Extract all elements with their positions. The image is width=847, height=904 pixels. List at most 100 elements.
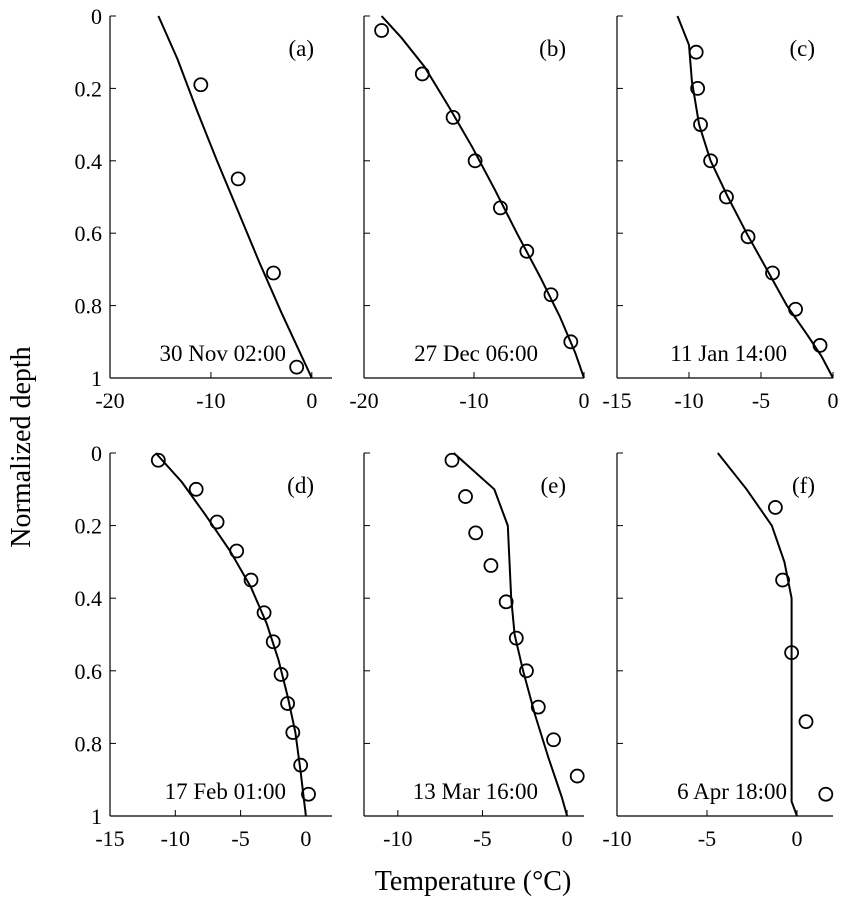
observation-marker bbox=[289, 359, 305, 375]
x-tick-label: 0 bbox=[300, 826, 311, 851]
observation-marker bbox=[818, 786, 834, 802]
observation-marker bbox=[467, 153, 483, 169]
observation-marker bbox=[265, 634, 281, 650]
y-axis-label: Normalized depth bbox=[6, 346, 37, 547]
y-tick-label: 0.2 bbox=[75, 76, 103, 101]
panel-timestamp: 17 Feb 01:00 bbox=[165, 779, 286, 804]
x-tick-label: -10 bbox=[383, 826, 412, 851]
y-tick-label: 0.6 bbox=[75, 659, 103, 684]
x-tick-label: -10 bbox=[459, 388, 488, 413]
y-tick-label: 0 bbox=[91, 441, 102, 466]
x-axis-label: Temperature (°C) bbox=[375, 866, 572, 897]
panel-4: 0 0.2 0.4 0.6 0.8 1-15 -10 -5 0 (d) 17 Feb 01:00 bbox=[75, 441, 332, 851]
x-tick-label: -15 bbox=[95, 826, 124, 851]
observation-marker bbox=[266, 265, 281, 281]
observation-marker bbox=[230, 171, 246, 187]
observation-marker bbox=[543, 287, 559, 303]
observation-marker bbox=[374, 23, 390, 38]
panel-timestamp: 6 Apr 18:00 bbox=[677, 779, 787, 804]
x-tick-label: 0 bbox=[579, 388, 590, 413]
y-tick-label: 0.2 bbox=[75, 514, 103, 539]
panels-group: 0 0.2 0.4 0.6 0.8 1 -20 -10 0 (a) 30 Nov 02:00 -20 -… bbox=[75, 4, 839, 851]
panel-timestamp: 30 Nov 02:00 bbox=[160, 341, 287, 366]
y-tick-label: 0.4 bbox=[75, 149, 103, 174]
x-tick-label: -20 bbox=[349, 388, 378, 413]
observation-marker bbox=[569, 768, 585, 784]
observation-marker bbox=[719, 189, 734, 205]
observation-marker bbox=[798, 714, 814, 730]
panel-1: 0 0.2 0.4 0.6 0.8 1-20 -10 0 (a) 30 Nov 02:00 bbox=[75, 4, 332, 413]
y-tick-label: 0.4 bbox=[75, 586, 103, 611]
observation-marker bbox=[188, 481, 204, 497]
model-profile-line bbox=[380, 15, 585, 379]
observation-marker bbox=[293, 757, 309, 773]
y-tick-label: 1 bbox=[91, 804, 102, 829]
observation-marker bbox=[530, 699, 546, 715]
observation-marker bbox=[546, 732, 561, 748]
model-profile-line bbox=[453, 452, 569, 817]
observation-marker bbox=[280, 696, 296, 711]
observation-marker bbox=[209, 514, 225, 530]
model-profile-line bbox=[717, 452, 798, 817]
panel-label: (b) bbox=[539, 36, 566, 61]
x-tick-label: -10 bbox=[674, 388, 703, 413]
panel-label: (a) bbox=[288, 36, 314, 61]
observation-marker bbox=[301, 786, 316, 802]
y-tick-label: 0.8 bbox=[75, 294, 103, 319]
observation-marker bbox=[483, 558, 499, 573]
panel-label: (f) bbox=[792, 473, 815, 498]
model-profile-line bbox=[676, 15, 834, 379]
panel-3: -15 -10 -5 0 (c) 11 Jan 14:00 bbox=[602, 15, 839, 413]
observation-marker bbox=[445, 109, 461, 125]
x-tick-label: -5 bbox=[231, 826, 249, 851]
observation-marker bbox=[519, 243, 535, 259]
observation-marker bbox=[812, 338, 828, 353]
x-tick-label: -5 bbox=[752, 388, 770, 413]
observation-marker bbox=[150, 452, 166, 468]
observation-marker bbox=[229, 543, 245, 559]
observation-marker bbox=[285, 725, 301, 740]
x-tick-label: -20 bbox=[95, 388, 124, 413]
panel-label: (c) bbox=[789, 36, 815, 61]
model-profile-line bbox=[157, 15, 313, 379]
model-profile-line bbox=[154, 452, 307, 817]
x-tick-label: -10 bbox=[196, 388, 225, 413]
observation-marker bbox=[458, 489, 473, 504]
observation-marker bbox=[788, 301, 803, 317]
x-tick-label: 0 bbox=[828, 388, 839, 413]
observation-marker bbox=[508, 630, 524, 646]
x-tick-label: -5 bbox=[473, 826, 491, 851]
observation-marker bbox=[444, 452, 460, 468]
observation-marker bbox=[492, 200, 508, 216]
observation-marker bbox=[519, 663, 534, 679]
observation-marker bbox=[765, 265, 780, 281]
observation-marker bbox=[193, 77, 209, 93]
panel-label: (e) bbox=[540, 473, 566, 498]
observation-marker bbox=[703, 153, 718, 169]
x-tick-label: 0 bbox=[562, 826, 573, 851]
panel-timestamp: 27 Dec 06:00 bbox=[414, 341, 538, 366]
panel-5: -10 -5 0 (e) 13 Mar 16:00 bbox=[363, 452, 585, 851]
y-tick-label: 0.6 bbox=[75, 221, 103, 246]
x-tick-label: -5 bbox=[698, 826, 716, 851]
observation-marker bbox=[688, 44, 704, 60]
observation-marker bbox=[784, 645, 799, 661]
observation-marker bbox=[768, 500, 783, 515]
observation-marker bbox=[775, 572, 790, 588]
x-tick-label: -10 bbox=[161, 826, 190, 851]
panel-label: (d) bbox=[287, 473, 314, 498]
observation-marker bbox=[693, 117, 708, 132]
x-tick-label: 0 bbox=[306, 388, 317, 413]
observation-marker bbox=[273, 667, 289, 682]
y-tick-label: 0.8 bbox=[75, 731, 103, 756]
x-tick-label: 0 bbox=[792, 826, 803, 851]
y-tick-label: 0 bbox=[91, 4, 102, 29]
observation-marker bbox=[740, 229, 756, 245]
panel-timestamp: 11 Jan 14:00 bbox=[670, 341, 787, 366]
observation-marker bbox=[563, 334, 579, 350]
observation-marker bbox=[414, 66, 430, 82]
observation-marker bbox=[690, 81, 706, 96]
panel-6: -10 -5 0 (f) 6 Apr 18:00 bbox=[602, 452, 834, 851]
observation-marker bbox=[498, 594, 514, 610]
